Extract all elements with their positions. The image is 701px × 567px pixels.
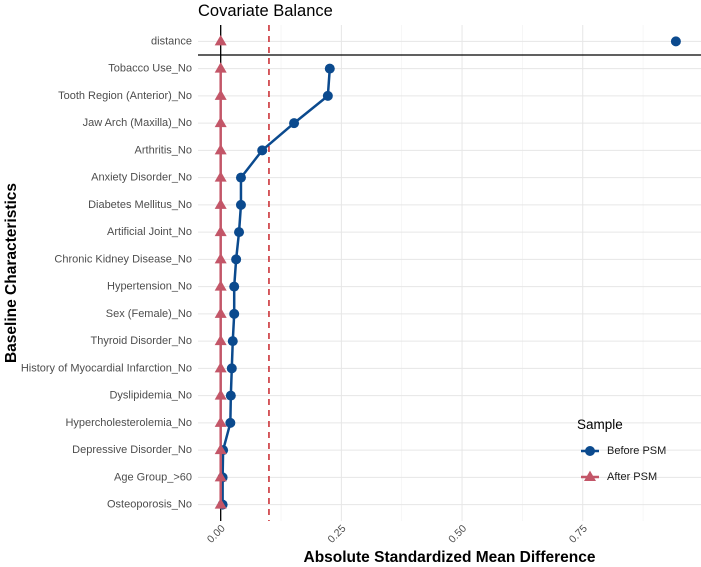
y-axis-title: Baseline Characteristics [3,183,20,363]
after-psm-point-dyslipidemia-no [214,389,227,400]
after-psm-point-tobacco-use-no [214,62,227,73]
y-axis-category-label: Anxiety Disorder_No [91,172,192,184]
before-psm-point-jaw-arch-maxilla-no [289,118,300,129]
y-axis-category-label: Tobacco Use_No [108,63,192,75]
x-axis-tick-label: 0.00 [205,523,228,546]
after-psm-point-thyroid-disorder-no [214,334,227,346]
x-axis-title: Absolute Standardized Mean Difference [304,549,596,566]
after-psm-point-depressive-disorder-no [214,443,227,455]
chart-title: Covariate Balance [198,2,333,20]
before-psm-point-tobacco-use-no [324,63,335,74]
before-psm-point-distance [670,36,681,47]
after-psm-point-hypertension-no [214,280,227,291]
x-axis-tick-labels: 0.00 0.25 0.50 0.75 [205,523,590,546]
before-psm-point-thyroid-disorder-no [227,336,238,347]
after-psm-point-osteoporosis-no [214,498,227,509]
legend-circle-icon [585,446,595,456]
y-axis-category-label: distance [151,35,192,47]
y-axis-category-label: Thyroid Disorder_No [91,335,192,347]
before-psm-point-anxiety-disorder-no [235,172,246,183]
after-psm-point-chronic-kidney-disease-no [214,252,227,264]
legend-triangle-icon [584,470,596,481]
legend-label-before-psm: Before PSM [607,445,666,457]
y-axis-tick-labels: distance Tobacco Use_No Tooth Region (Ante… [21,35,192,510]
x-axis-tick-label: 0.25 [326,523,349,546]
after-psm-point-anxiety-disorder-no [214,171,227,182]
legend-label-after-psm: After PSM [607,471,657,483]
y-axis-category-label: Artificial Joint_No [107,226,192,238]
y-axis-category-label: Chronic Kidney Disease_No [54,253,192,265]
after-psm-point-age-group-60 [214,470,227,482]
x-axis-tick-label: 0.75 [567,523,590,546]
before-psm-point-chronic-kidney-disease-no [231,254,242,265]
y-axis-category-label: Sex (Female)_No [106,308,192,320]
before-psm-point-diabetes-mellitus-no [235,199,246,210]
before-psm-point-sex-female-no [229,308,240,319]
x-axis-tick-label: 0.50 [446,523,469,546]
data-series [214,34,681,510]
legend-title: Sample [577,417,623,432]
after-psm-point-sex-female-no [214,307,227,318]
y-axis-category-label: Hypercholesterolemia_No [65,417,192,429]
y-axis-category-label: Tooth Region (Anterior)_No [58,90,192,102]
after-psm-point-artificial-joint-no [214,225,227,237]
before-psm-point-hypercholesterolemia-no [225,417,236,428]
y-axis-category-label: Age Group_>60 [114,471,192,483]
after-psm-point-history-of-myocardial-infarction-no [214,361,227,373]
before-psm-point-hypertension-no [229,281,240,292]
y-axis-category-label: Arthritis_No [135,144,192,156]
y-axis-category-label: History of Myocardial Infarction_No [21,362,192,374]
y-axis-category-label: Osteoporosis_No [107,499,192,511]
after-psm-point-diabetes-mellitus-no [214,198,227,209]
after-psm-point-tooth-region-anterior-no [214,89,227,100]
y-axis-category-label: Hypertension_No [107,281,192,293]
before-psm-point-tooth-region-anterior-no [322,90,333,101]
y-axis-category-label: Depressive Disorder_No [72,444,192,456]
after-psm-point-jaw-arch-maxilla-no [214,116,227,128]
after-psm-point-distance [214,34,227,46]
legend: Sample Before PSM After PSM [577,417,666,483]
before-psm-point-arthritis-no [257,145,268,156]
y-axis-category-label: Jaw Arch (Maxilla)_No [83,117,192,129]
gridlines [198,25,701,521]
y-axis-category-label: Dyslipidemia_No [109,390,192,402]
before-psm-point-artificial-joint-no [234,227,245,238]
before-psm-point-dyslipidemia-no [225,390,236,401]
before-psm-point-history-of-myocardial-infarction-no [226,363,237,374]
y-axis-category-label: Diabetes Mellitus_No [88,199,192,211]
after-psm-point-arthritis-no [214,143,227,155]
after-psm-point-hypercholesterolemia-no [214,416,227,427]
